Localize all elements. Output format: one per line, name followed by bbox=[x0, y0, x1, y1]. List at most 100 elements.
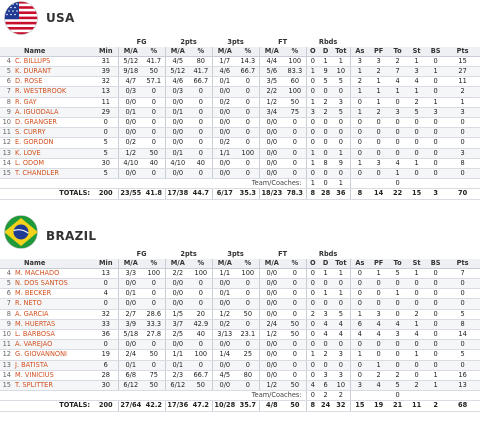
player-name-link[interactable]: M. HUERTAS bbox=[14, 319, 94, 330]
total-cell: 28 bbox=[319, 188, 333, 200]
stat-cell: 0/0 bbox=[211, 158, 238, 169]
player-name-link[interactable]: M. MACHADO bbox=[14, 268, 94, 279]
stat-cell: 1 bbox=[349, 66, 370, 78]
box-score-table: FG 2pts 3pts FT Rbds Name Min M/A% M/A% M/A%… bbox=[0, 38, 480, 200]
player-name-link[interactable]: J. BATISTA bbox=[14, 360, 94, 371]
stat-cell: 0/0 bbox=[117, 278, 144, 290]
stat-cell: 0 bbox=[426, 158, 446, 169]
stat-cell: 3 bbox=[445, 107, 480, 118]
player-name-link[interactable]: D. ROSE bbox=[14, 76, 94, 88]
3pts-group-header: 3pts bbox=[212, 250, 260, 259]
player-name-link[interactable]: G. GIOVANNONI bbox=[14, 349, 94, 361]
stat-cell: 0/0 bbox=[258, 168, 285, 180]
stat-cell: 2/7 bbox=[117, 309, 144, 320]
stat-cell: 0 bbox=[388, 137, 408, 149]
player-name-link[interactable]: R. WESTBROOK bbox=[14, 86, 94, 98]
stat-cell: 0 bbox=[445, 117, 480, 129]
stat-cell: 0 bbox=[319, 137, 333, 149]
stat-cell: 0 bbox=[369, 137, 389, 149]
stat-cell: 0 bbox=[445, 339, 480, 351]
stat-cell: 14.3 bbox=[237, 56, 260, 67]
stat-cell: 0/0 bbox=[258, 278, 285, 290]
stat-cell: 0 bbox=[190, 298, 213, 310]
stat-cell: 0/0 bbox=[164, 117, 191, 129]
total-cell: 200 bbox=[94, 400, 119, 412]
player-name-link[interactable]: T. CHANDLER bbox=[14, 168, 94, 180]
team-coaches-label: Team/Coaches: bbox=[0, 390, 307, 402]
stat-cell: 0 bbox=[237, 76, 260, 88]
group-header-row: FG 2pts 3pts FT Rbds bbox=[0, 38, 480, 47]
stat-cell: 0/0 bbox=[164, 127, 191, 139]
player-name-link[interactable]: R. GAY bbox=[14, 97, 94, 108]
stat-cell: 19 bbox=[94, 349, 119, 361]
stat-cell: 4 bbox=[319, 319, 333, 330]
brazil-flag-icon bbox=[4, 215, 38, 249]
stat-cell: 7 bbox=[388, 66, 408, 78]
column-header: % bbox=[237, 46, 260, 57]
player-name-link[interactable]: K. LOVE bbox=[14, 148, 94, 159]
stat-cell: 0/0 bbox=[258, 158, 285, 169]
total-cell: 21 bbox=[388, 400, 408, 412]
team-rebound-cell: 2 bbox=[332, 390, 351, 402]
stat-cell: 0 bbox=[349, 298, 370, 310]
stat-cell: 0 bbox=[369, 148, 389, 159]
number-column-header bbox=[0, 258, 14, 269]
player-row: 7 R. WESTBROOK 13 0/3 0 0/3 0 0/0 0 2/2 100 0 0 0 1 1 1 1… bbox=[0, 86, 480, 98]
stat-cell: 2 bbox=[445, 86, 480, 98]
jersey-number: 14 bbox=[0, 370, 14, 381]
stat-cell: 0 bbox=[445, 168, 480, 180]
stat-cell: 1 bbox=[305, 158, 320, 169]
player-name-link[interactable]: C. BILLUPS bbox=[14, 56, 94, 67]
stat-cell: 0 bbox=[369, 168, 389, 180]
player-name-link[interactable]: M. BECKER bbox=[14, 288, 94, 300]
stat-cell: 0 bbox=[237, 158, 260, 169]
player-name-link[interactable]: A. VAREJAO bbox=[14, 339, 94, 351]
stat-cell: 0/0 bbox=[211, 86, 238, 98]
stat-cell: 1/2 bbox=[117, 148, 144, 159]
column-header: D bbox=[319, 258, 333, 269]
stat-cell: 0/0 bbox=[117, 97, 144, 108]
player-name-link[interactable]: M. VINICIUS bbox=[14, 370, 94, 381]
stat-cell: 2 bbox=[407, 309, 427, 320]
total-cell: 27/64 bbox=[117, 400, 144, 412]
player-name-link[interactable]: N. DOS SANTOS bbox=[14, 278, 94, 290]
stat-cell: 0/2 bbox=[211, 319, 238, 330]
stat-cell: 0 bbox=[407, 117, 427, 129]
stat-cell: 2 bbox=[369, 370, 389, 381]
stat-cell: 0 bbox=[94, 117, 119, 129]
total-cell: 17/38 bbox=[164, 188, 191, 200]
stat-cell: 2 bbox=[319, 97, 333, 108]
jersey-number: 5 bbox=[0, 66, 14, 78]
player-name-link[interactable]: A. GARCIA bbox=[14, 309, 94, 320]
player-name-link[interactable]: T. SPLITTER bbox=[14, 380, 94, 392]
player-name-link[interactable]: E. GORDON bbox=[14, 137, 94, 149]
stat-cell: 5 bbox=[388, 380, 408, 392]
player-name-link[interactable]: A. IGUODALA bbox=[14, 107, 94, 118]
player-name-link[interactable]: L. ODOM bbox=[14, 158, 94, 169]
stat-cell: 3 bbox=[332, 370, 351, 381]
total-cell: 50 bbox=[284, 400, 307, 412]
stat-cell: 0 bbox=[319, 117, 333, 129]
stat-cell: 2/2 bbox=[164, 268, 191, 279]
stat-cell: 2 bbox=[369, 66, 389, 78]
stat-cell: 0 bbox=[94, 127, 119, 139]
stat-cell: 5 bbox=[332, 76, 351, 88]
player-row: 6 M. BECKER 4 0/1 0 0/0 0 0/1 0 0/0 0 0 1 1 0 0 1 0 0 0 bbox=[0, 288, 480, 300]
stat-cell: 0 bbox=[190, 86, 213, 98]
player-name-link[interactable]: L. BARBOSA bbox=[14, 329, 94, 341]
stat-cell: 5/6 bbox=[258, 66, 285, 78]
stat-cell: 0/0 bbox=[164, 339, 191, 351]
player-name-link[interactable]: D. GRANGER bbox=[14, 117, 94, 129]
jersey-number: 7 bbox=[0, 86, 14, 98]
stat-cell: 5 bbox=[94, 137, 119, 149]
stat-cell: 27 bbox=[445, 66, 480, 78]
stat-cell: 2 bbox=[319, 107, 333, 118]
fg-group-header: FG bbox=[118, 250, 166, 259]
stat-cell: 1 bbox=[369, 268, 389, 279]
total-cell: 8 bbox=[305, 188, 320, 200]
stat-cell: 33 bbox=[94, 319, 119, 330]
player-name-link[interactable]: K. DURANT bbox=[14, 66, 94, 78]
stat-cell: 4 bbox=[388, 158, 408, 169]
player-name-link[interactable]: R. NETO bbox=[14, 298, 94, 310]
player-name-link[interactable]: S. CURRY bbox=[14, 127, 94, 139]
